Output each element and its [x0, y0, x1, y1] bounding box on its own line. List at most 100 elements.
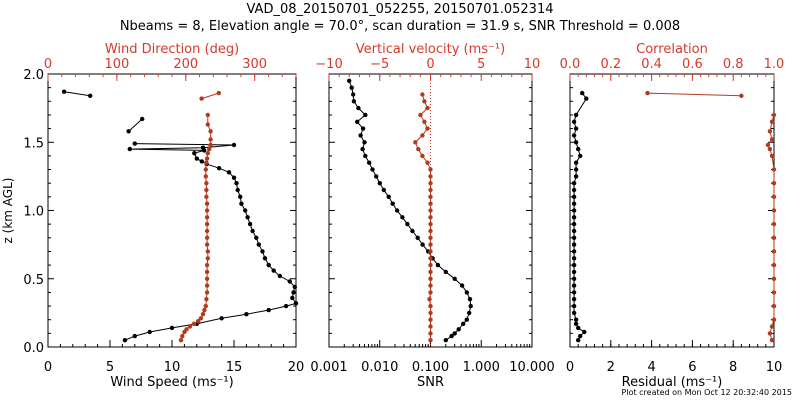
- series-line-snr-1: [414, 94, 431, 341]
- data-point: [390, 201, 395, 206]
- data-point: [767, 331, 773, 336]
- data-point: [271, 268, 276, 273]
- data-point: [205, 151, 210, 156]
- data-point: [573, 174, 579, 179]
- x-tick-label: 8: [729, 360, 737, 375]
- data-point: [428, 221, 433, 227]
- data-point: [739, 93, 744, 99]
- data-point: [571, 297, 577, 302]
- data-point: [765, 142, 771, 148]
- data-point: [452, 331, 457, 336]
- data-point: [428, 242, 433, 247]
- data-point: [571, 187, 577, 193]
- data-point: [200, 312, 206, 317]
- data-point: [351, 99, 357, 104]
- x-axis-label: SNR: [417, 375, 444, 390]
- data-point: [147, 329, 152, 335]
- plot-frame-wind: [47, 73, 297, 348]
- data-point: [204, 262, 210, 268]
- data-point: [428, 201, 433, 206]
- data-point: [245, 215, 250, 220]
- x-top-tick-label: 300: [242, 57, 267, 72]
- data-point: [347, 78, 352, 84]
- data-point: [769, 119, 775, 125]
- data-point: [287, 279, 292, 284]
- data-point: [192, 151, 197, 156]
- data-point: [216, 90, 221, 96]
- x-top-tick-label: 0.2: [600, 57, 621, 72]
- data-point: [226, 170, 232, 175]
- data-point: [422, 99, 427, 104]
- data-point: [204, 221, 210, 227]
- data-point: [199, 96, 204, 101]
- data-point: [205, 256, 210, 261]
- data-point: [290, 295, 295, 301]
- x-top-tick-label: 5: [477, 57, 485, 72]
- data-point: [200, 145, 206, 150]
- data-point: [204, 187, 209, 193]
- x-top-tick-label: 1.0: [764, 57, 785, 72]
- x-tick-label: 1.000: [463, 360, 500, 375]
- data-point: [360, 126, 366, 131]
- data-point: [449, 333, 454, 339]
- data-point: [235, 187, 240, 193]
- data-point: [571, 262, 577, 268]
- data-point: [247, 221, 253, 227]
- data-point: [571, 310, 577, 316]
- data-point: [363, 153, 368, 159]
- data-point: [428, 290, 433, 295]
- data-point: [362, 140, 367, 145]
- series-line-residual-1: [767, 114, 775, 341]
- data-point: [184, 327, 189, 332]
- data-point: [428, 167, 433, 172]
- data-point: [452, 276, 457, 281]
- x-tick-label: 10.000: [509, 360, 555, 375]
- data-point: [204, 228, 210, 234]
- data-point: [428, 208, 433, 213]
- data-point: [584, 96, 589, 101]
- x-tick-label: 20: [288, 360, 305, 375]
- data-point: [358, 133, 363, 138]
- data-point: [256, 242, 261, 247]
- data-point: [573, 167, 579, 172]
- data-point: [571, 208, 577, 213]
- data-point: [425, 105, 430, 111]
- data-point: [292, 284, 297, 290]
- data-point: [204, 290, 210, 295]
- data-point: [198, 316, 204, 321]
- x-tick-label: 0: [44, 360, 52, 375]
- data-point: [571, 181, 577, 186]
- data-point: [356, 105, 361, 111]
- data-point: [428, 324, 433, 329]
- data-point: [216, 166, 222, 171]
- data-point: [360, 146, 365, 152]
- x-top-tick-label: 100: [104, 57, 129, 72]
- data-point: [573, 126, 579, 131]
- series-line-snr-0: [348, 80, 472, 341]
- data-point: [428, 338, 433, 343]
- data-point: [260, 249, 265, 254]
- data-point: [203, 174, 208, 179]
- x-tick-label: 0: [566, 360, 574, 375]
- data-point: [413, 140, 418, 145]
- x-tick-label: 5: [106, 360, 114, 375]
- data-point: [582, 329, 587, 335]
- data-point: [204, 201, 210, 206]
- data-point: [771, 303, 777, 309]
- data-point: [88, 93, 93, 99]
- data-point: [580, 90, 585, 96]
- data-point: [578, 153, 583, 159]
- data-point: [410, 228, 415, 234]
- x-top-axis-label: Correlation: [636, 42, 708, 57]
- data-point: [203, 167, 208, 172]
- data-point: [571, 283, 577, 288]
- data-point: [231, 175, 237, 180]
- data-point: [576, 338, 581, 343]
- data-point: [204, 297, 209, 302]
- data-point: [355, 119, 360, 125]
- data-point: [204, 235, 210, 240]
- data-point: [456, 327, 461, 332]
- y-tick-label: 0.0: [23, 341, 44, 356]
- data-point: [262, 256, 268, 261]
